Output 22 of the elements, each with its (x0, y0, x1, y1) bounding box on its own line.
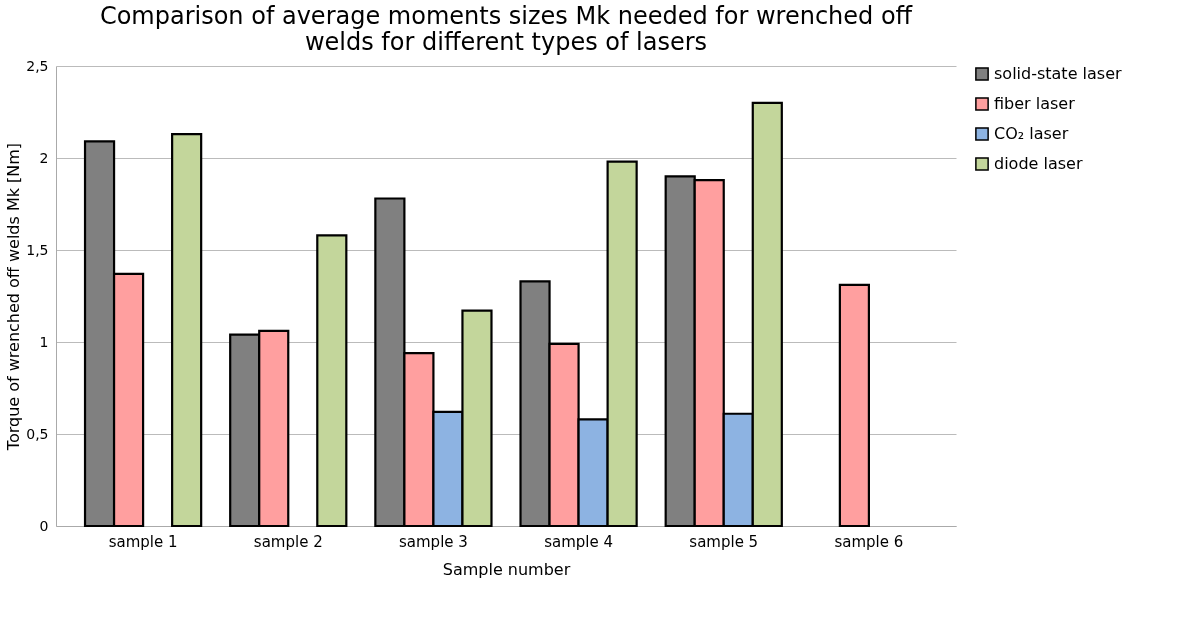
legend-label: solid-state laser (994, 64, 1122, 83)
x-tick-label: sample 3 (398, 532, 468, 551)
legend-label: diode laser (994, 154, 1083, 173)
bar (171, 132, 203, 528)
y-axis-title: Torque of wrenched off welds Mk [Nm] (4, 142, 24, 452)
y-tick-label: 0 (39, 517, 49, 534)
y-tick-label: 1,5 (26, 241, 49, 258)
x-tick-label: sample 5 (689, 532, 759, 551)
bar (838, 283, 870, 528)
y-tick-label: 1 (39, 333, 49, 350)
x-tick-label: sample 2 (253, 532, 323, 551)
x-tick-label: sample 6 (834, 532, 904, 551)
x-axis-title: Sample number (442, 559, 571, 579)
legend-label: fiber laser (994, 94, 1076, 113)
x-tick-label: sample 1 (108, 532, 178, 551)
y-tick-label: 0,5 (26, 425, 49, 442)
y-tick-label: 2,5 (26, 57, 49, 74)
y-tick-label: 2 (39, 149, 49, 166)
x-tick-label: sample 4 (544, 532, 614, 551)
bar (316, 234, 348, 528)
chart-title: Comparison of average moments sizes Mk needed for wrenched off welds for different types of lasers (99, 2, 913, 56)
legend-label: CO₂ laser (994, 124, 1069, 143)
